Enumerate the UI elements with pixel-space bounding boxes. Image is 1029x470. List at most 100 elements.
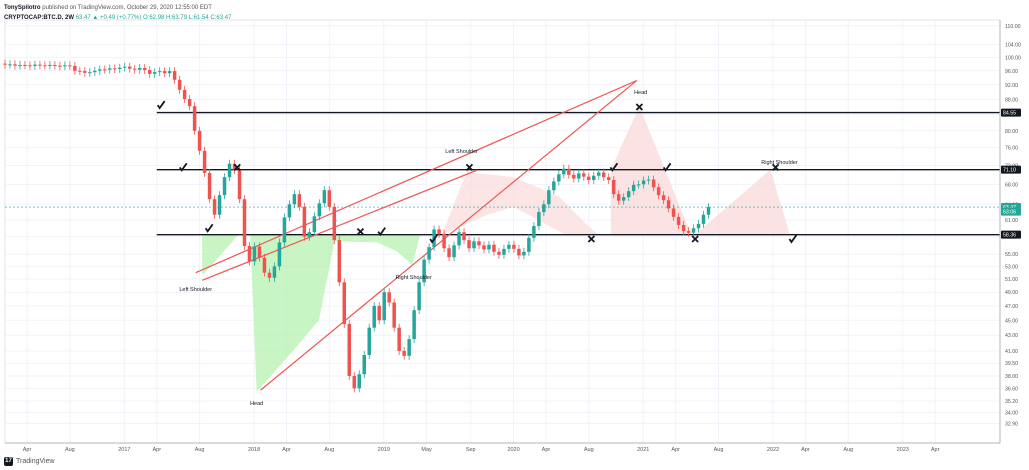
candle <box>452 245 456 258</box>
candle <box>706 207 711 215</box>
candle <box>217 195 222 215</box>
candle <box>207 172 212 200</box>
x-tick-label: 2022 <box>767 447 779 453</box>
x-tick-label: 2018 <box>248 447 260 453</box>
candle <box>646 179 651 181</box>
candle <box>48 64 52 66</box>
x-tick-label: 2020 <box>507 447 519 453</box>
trendline <box>195 79 638 274</box>
candle <box>447 248 451 258</box>
candle <box>13 64 17 66</box>
y-tick-label: 88.00 <box>1005 97 1018 103</box>
candle <box>93 70 97 73</box>
candle <box>282 217 287 243</box>
candle <box>392 302 396 328</box>
candle <box>277 242 282 267</box>
candle <box>492 244 496 252</box>
candle <box>142 68 147 71</box>
pattern-annotation: Right Shoulder <box>395 275 432 281</box>
candle <box>621 197 626 201</box>
candle <box>237 170 242 200</box>
candle <box>322 190 327 204</box>
candle <box>347 323 352 376</box>
candle <box>202 150 207 173</box>
candle <box>242 199 247 246</box>
candle <box>132 68 137 70</box>
pattern-annotation: Right Shoulder <box>761 160 798 166</box>
candle <box>701 214 706 224</box>
y-tick-label: 47.00 <box>1005 304 1018 310</box>
candle <box>337 240 342 283</box>
plot-area <box>4 19 1001 444</box>
publish-info: TonySpilotro published on TradingView.co… <box>4 3 231 13</box>
candle <box>152 72 157 74</box>
candle <box>118 67 122 70</box>
green-pattern-fill <box>202 234 421 392</box>
tradingview-brand[interactable]: 17 TradingView <box>4 457 55 466</box>
candle <box>8 64 12 66</box>
candle <box>562 168 566 175</box>
check-marker <box>178 162 188 172</box>
x-tick-label: 2019 <box>378 447 390 453</box>
candle <box>387 292 391 303</box>
candle <box>522 251 526 256</box>
candle <box>103 69 107 71</box>
y-tick-label: 35.20 <box>1005 399 1018 405</box>
candle <box>686 231 691 233</box>
candle <box>78 70 82 72</box>
candle <box>661 195 666 201</box>
x-tick-label: Aug <box>843 447 853 453</box>
y-tick-label: 76.00 <box>1005 146 1018 152</box>
candle <box>58 65 62 67</box>
candle <box>327 190 332 207</box>
y-tick-label: 49.00 <box>1005 290 1018 296</box>
candle <box>477 241 481 246</box>
candle <box>397 327 401 351</box>
candle <box>442 233 446 249</box>
check-marker <box>788 234 798 244</box>
x-tick-label: Apr <box>671 447 680 453</box>
y-tick-label: 61.00 <box>1005 218 1018 224</box>
y-tick-label: 43.00 <box>1005 333 1018 339</box>
y-tick-label: 104.00 <box>1005 42 1021 48</box>
candle <box>28 65 32 67</box>
pattern-annotation: Left Shoulder <box>179 287 212 293</box>
candle <box>542 204 546 213</box>
y-tick-label: 41.00 <box>1005 349 1018 355</box>
y-tick-label: 92.00 <box>1005 83 1018 89</box>
candle <box>502 248 506 255</box>
candle <box>312 216 317 233</box>
y-tick-label: 53.00 <box>1005 264 1018 270</box>
cross-marker <box>465 163 474 171</box>
candle <box>472 241 476 249</box>
candle <box>656 187 661 196</box>
candle <box>597 172 601 176</box>
symbol-line: CRYPTOCAP:BTC.D, 2W 63.47 ▲ +0.49 (+0.77… <box>4 13 231 23</box>
published-date: published on TradingView.com, October 29… <box>42 5 212 11</box>
candle <box>43 65 47 67</box>
candle <box>137 68 142 70</box>
brand-name: TradingView <box>16 458 55 465</box>
candle <box>671 208 676 217</box>
x-tick-label: May <box>421 447 432 453</box>
check-marker <box>429 234 438 244</box>
candle <box>83 71 87 73</box>
price-label: 63:06 <box>1003 210 1016 216</box>
candle <box>422 259 426 283</box>
candle <box>113 68 117 70</box>
candle <box>192 106 197 131</box>
x-tick-label: Aug <box>195 447 205 453</box>
check-marker <box>377 227 386 237</box>
candle <box>297 194 302 207</box>
candle <box>68 65 72 67</box>
price-label-box <box>1001 207 1021 216</box>
candle <box>127 66 132 69</box>
y-tick-label: 51.00 <box>1005 277 1018 283</box>
candle <box>18 64 22 66</box>
candle <box>676 216 681 225</box>
pattern-annotation: Left Shoulder <box>445 149 478 155</box>
y-tick-label: 68.00 <box>1005 182 1018 188</box>
candle <box>457 232 461 246</box>
check-marker <box>204 223 214 233</box>
candle <box>123 66 127 68</box>
